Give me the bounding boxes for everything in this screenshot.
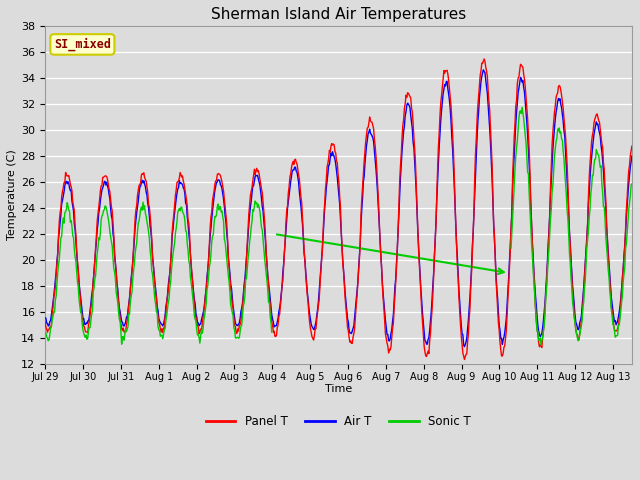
Line: Air T: Air T bbox=[45, 70, 632, 347]
Panel T bbox=[628, 143, 636, 149]
Air T bbox=[124, 314, 131, 320]
Sonic T bbox=[242, 276, 250, 282]
Sonic T bbox=[232, 335, 240, 341]
Panel T bbox=[461, 357, 468, 362]
Panel T bbox=[314, 310, 321, 316]
Sonic T bbox=[118, 341, 125, 347]
Panel T bbox=[292, 156, 300, 162]
Air T bbox=[292, 164, 300, 170]
Air T bbox=[479, 67, 487, 72]
Air T bbox=[314, 307, 321, 313]
Sonic T bbox=[252, 198, 259, 204]
Panel T bbox=[477, 68, 485, 73]
Sonic T bbox=[249, 207, 257, 213]
X-axis label: Time: Time bbox=[325, 384, 352, 395]
Legend: Panel T, Air T, Sonic T: Panel T, Air T, Sonic T bbox=[201, 410, 476, 432]
Air T bbox=[41, 315, 49, 321]
Air T bbox=[628, 153, 636, 159]
Panel T bbox=[44, 329, 51, 335]
Panel T bbox=[463, 351, 470, 357]
Panel T bbox=[481, 56, 488, 62]
Panel T bbox=[124, 317, 131, 323]
Sonic T bbox=[41, 330, 49, 336]
Air T bbox=[477, 78, 485, 84]
Sonic T bbox=[61, 210, 68, 216]
Sonic T bbox=[268, 329, 276, 335]
Panel T bbox=[41, 319, 49, 325]
Air T bbox=[461, 344, 468, 349]
Air T bbox=[463, 335, 470, 340]
Y-axis label: Temperature (C): Temperature (C) bbox=[7, 150, 17, 240]
Sonic T bbox=[236, 328, 244, 334]
Line: Sonic T: Sonic T bbox=[45, 201, 272, 344]
Title: Sherman Island Air Temperatures: Sherman Island Air Temperatures bbox=[211, 7, 466, 22]
Air T bbox=[44, 321, 51, 326]
Line: Panel T: Panel T bbox=[45, 59, 632, 360]
Sonic T bbox=[157, 334, 164, 339]
Text: SI_mixed: SI_mixed bbox=[54, 38, 111, 51]
